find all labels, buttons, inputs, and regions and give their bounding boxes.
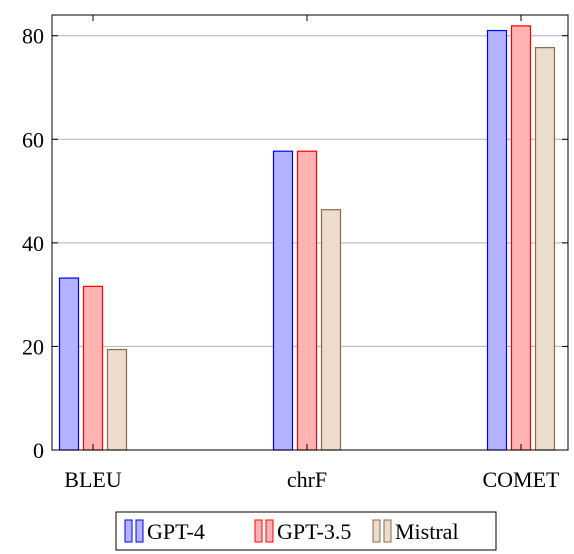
legend-swatch <box>384 520 391 542</box>
legend-swatch <box>373 520 380 542</box>
bar-mistral-chrf <box>322 210 341 450</box>
bar-gpt-4-chrf <box>274 151 293 450</box>
y-tick-labels: 0 20 40 60 80 <box>22 24 44 463</box>
bar-gpt-3-5-bleu <box>84 286 103 450</box>
legend-swatch <box>136 520 143 542</box>
legend-swatch <box>125 520 132 542</box>
x-tick-label: BLEU <box>64 467 122 492</box>
bar-mistral-bleu <box>108 350 127 450</box>
legend-swatch <box>266 520 273 542</box>
legend-label: GPT-3.5 <box>277 519 351 544</box>
y-tick-label: 60 <box>22 127 44 152</box>
bar-gpt-4-bleu <box>60 278 79 450</box>
y-tick-label: 40 <box>22 231 44 256</box>
bar-mistral-comet <box>536 48 555 450</box>
x-tick-label: chrF <box>287 467 327 492</box>
y-tick-label: 0 <box>33 438 44 463</box>
legend-label: Mistral <box>395 519 459 544</box>
bar-gpt-3-5-comet <box>512 26 531 450</box>
bar-gpt-3-5-chrf <box>298 151 317 450</box>
x-tick-label: COMET <box>483 467 561 492</box>
legend-swatch <box>255 520 262 542</box>
bar-gpt-4-comet <box>488 31 507 450</box>
legend-label: GPT-4 <box>147 519 205 544</box>
y-tick-label: 20 <box>22 334 44 359</box>
legend: GPT-4 GPT-3.5 Mistral <box>116 512 496 550</box>
x-tick-labels: BLEU chrF COMET <box>64 467 560 492</box>
bars <box>60 26 555 450</box>
y-tick-label: 80 <box>22 24 44 49</box>
